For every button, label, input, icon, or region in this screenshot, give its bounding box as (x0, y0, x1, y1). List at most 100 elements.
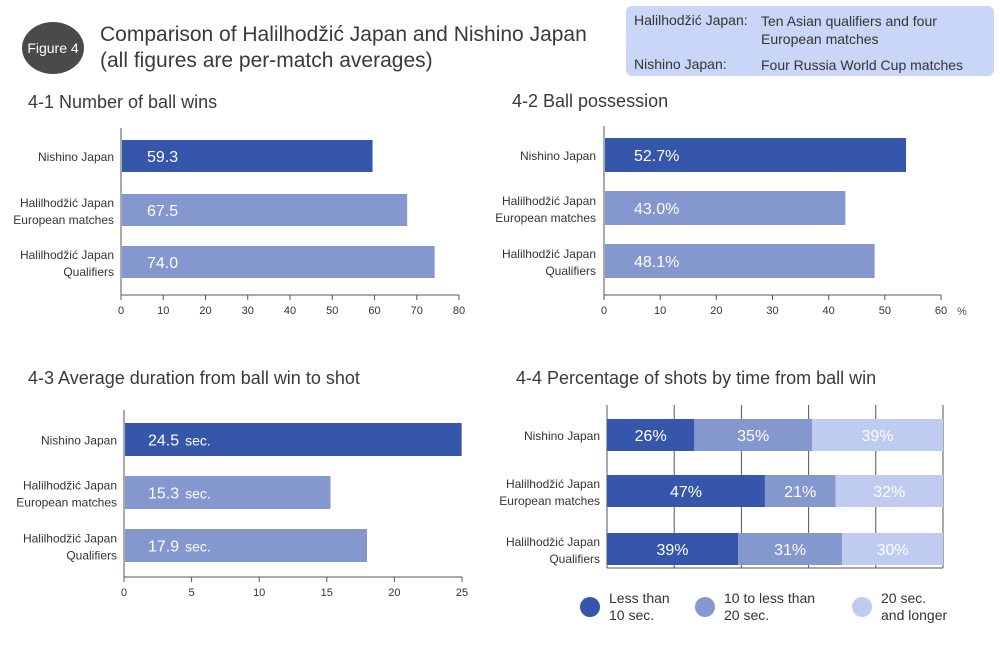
bar-value-label: 15.3 sec. (148, 486, 211, 503)
category-label: Halilhodžić Japan (502, 194, 596, 208)
figure-badge: Figure 4 (22, 22, 84, 74)
legend-label-line: Less than (609, 590, 670, 606)
category-label: Qualifiers (66, 549, 117, 563)
category-label: Halilhodžić Japan (23, 532, 117, 546)
segment-value-label: 35% (737, 428, 769, 445)
info-value: Ten Asian qualifiers and four European m… (761, 13, 937, 47)
legend-swatch-icon (695, 597, 715, 617)
page-title: Comparison of Halilhodžić Japan and Nish… (100, 22, 587, 74)
bar-nishino (125, 423, 462, 456)
x-tick-label: 30 (242, 305, 254, 317)
bar-value-label: 52.7% (634, 148, 679, 165)
x-tick-label: 20 (199, 305, 211, 317)
segment-value-label: 30% (877, 542, 909, 559)
category-label: Qualifiers (545, 264, 596, 278)
legend-item-long: 20 sec. and longer (852, 590, 981, 624)
bar-value-label: 74.0 (147, 255, 178, 272)
category-label: European matches (13, 213, 114, 227)
segment-20-and-longer (842, 533, 943, 565)
x-tick-label: 70 (411, 305, 423, 317)
bar-value-label: 17.9 sec. (148, 539, 211, 556)
x-tick-label: 60 (935, 305, 947, 317)
x-tick-label: 0 (118, 305, 124, 317)
info-value: Four Russia World Cup matches (761, 57, 964, 73)
x-tick-label: 40 (284, 305, 296, 317)
bar-halilhodzic-european (122, 194, 408, 226)
bar-nishino (605, 138, 907, 172)
category-label: Nishino Japan (524, 429, 600, 443)
info-key: Nishino Japan: (634, 56, 727, 72)
info-row-nishino: Nishino Japan: Four Russia World Cup mat… (634, 56, 991, 74)
x-tick-label: 10 (654, 305, 666, 317)
segment-10-to-20 (764, 475, 836, 507)
category-label: Nishino Japan (41, 434, 117, 448)
category-label: Halilhodžić Japan (20, 196, 114, 210)
category-label: European matches (499, 494, 600, 508)
legend-label-line: 20 sec. (881, 590, 927, 606)
category-label: Halilhodžić Japan (20, 248, 114, 262)
legend-swatch-icon (852, 597, 872, 617)
legend-swatch-icon (580, 597, 600, 617)
chart-title-ball-wins: 4-1 Number of ball wins (28, 92, 218, 112)
category-label: European matches (16, 496, 117, 510)
bar-value-label: 67.5 (147, 203, 178, 220)
legend-label-line: 20 sec. (724, 607, 770, 623)
bar-nishino (122, 140, 373, 172)
segment-less-than-10 (607, 533, 739, 565)
segment-value-label: 31% (774, 542, 806, 559)
x-tick-label: 5 (189, 587, 195, 599)
chart-title-possession: 4-2 Ball possession (512, 91, 669, 111)
category-label: Nishino Japan (520, 149, 596, 163)
category-label: Nishino Japan (38, 150, 114, 164)
bar-halilhodzic-qualifiers (122, 246, 435, 278)
bar-halilhodzic-qualifiers (605, 244, 875, 278)
bar-value-label: 24.5 sec. (148, 433, 211, 450)
segment-value-label: 39% (861, 428, 893, 445)
legend-label-line: 10 to less than (724, 590, 816, 606)
category-label: Qualifiers (549, 552, 600, 566)
x-tick-label: 25 (456, 587, 468, 599)
segment-20-and-longer (835, 475, 943, 507)
info-box: Halilhodžić Japan: Ten Asian qualifiers … (626, 6, 994, 76)
segment-less-than-10 (607, 419, 695, 451)
info-key: Halilhodžić Japan: (634, 12, 748, 28)
legend-label: Less than 10 sec. (609, 590, 709, 624)
segment-value-label: 26% (635, 428, 667, 445)
x-tick-label: 80 (453, 305, 465, 317)
bar-halilhodzic-european (605, 191, 846, 225)
bar-value-label: 43.0% (634, 201, 679, 218)
legend-label-line: and longer (881, 607, 948, 623)
x-tick-label: 10 (157, 305, 169, 317)
legend-label-line: 10 sec. (609, 607, 655, 623)
x-tick-label: 50 (879, 305, 891, 317)
bar-halilhodzic-european (125, 476, 331, 509)
legend-item-mid: 10 to less than 20 sec. (695, 590, 844, 624)
x-tick-label: 60 (368, 305, 380, 317)
x-axis-unit: % (957, 306, 967, 318)
category-label: Halilhodžić Japan (506, 477, 600, 491)
x-tick-label: 50 (326, 305, 338, 317)
x-tick-label: 0 (121, 587, 127, 599)
legend-label: 10 to less than 20 sec. (724, 590, 844, 624)
segment-value-label: 32% (873, 484, 905, 501)
segment-10-to-20 (738, 533, 843, 565)
segment-value-label: 21% (784, 484, 816, 501)
legend-item-short: Less than 10 sec. (580, 590, 709, 624)
x-tick-label: 20 (710, 305, 722, 317)
title-line-2: (all figures are per-match averages) (100, 49, 433, 72)
legend: Less than 10 sec. 10 to less than 20 sec… (580, 590, 980, 630)
title-line-1: Comparison of Halilhodžić Japan and Nish… (100, 23, 587, 46)
x-tick-label: 15 (321, 587, 333, 599)
bar-halilhodzic-qualifiers (125, 529, 368, 562)
segment-10-to-20 (694, 419, 812, 451)
segment-20-and-longer (811, 419, 943, 451)
segment-value-label: 47% (670, 484, 702, 501)
category-label: Qualifiers (63, 265, 114, 279)
category-label: Halilhodžić Japan (506, 535, 600, 549)
segment-less-than-10 (607, 475, 765, 507)
segment-value-label: 39% (657, 542, 689, 559)
info-row-halilhodzic: Halilhodžić Japan: Ten Asian qualifiers … (634, 12, 991, 48)
x-tick-label: 0 (601, 305, 607, 317)
chart-title-duration: 4-3 Average duration from ball win to sh… (28, 368, 360, 388)
